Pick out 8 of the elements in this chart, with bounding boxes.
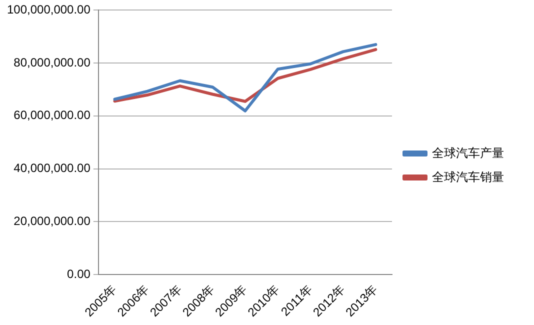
y-tick-label: 100,000,000.00 [6,2,91,17]
legend-label: 全球汽车销量 [432,170,504,184]
y-tick-label: 20,000,000.00 [14,214,91,228]
y-tick-label: 60,000,000.00 [14,108,91,122]
legend-label: 全球汽车产量 [432,146,504,160]
y-tick-label: 40,000,000.00 [14,161,91,176]
y-tick-label: 80,000,000.00 [14,55,91,70]
y-tick-label: 0.00 [67,266,91,281]
